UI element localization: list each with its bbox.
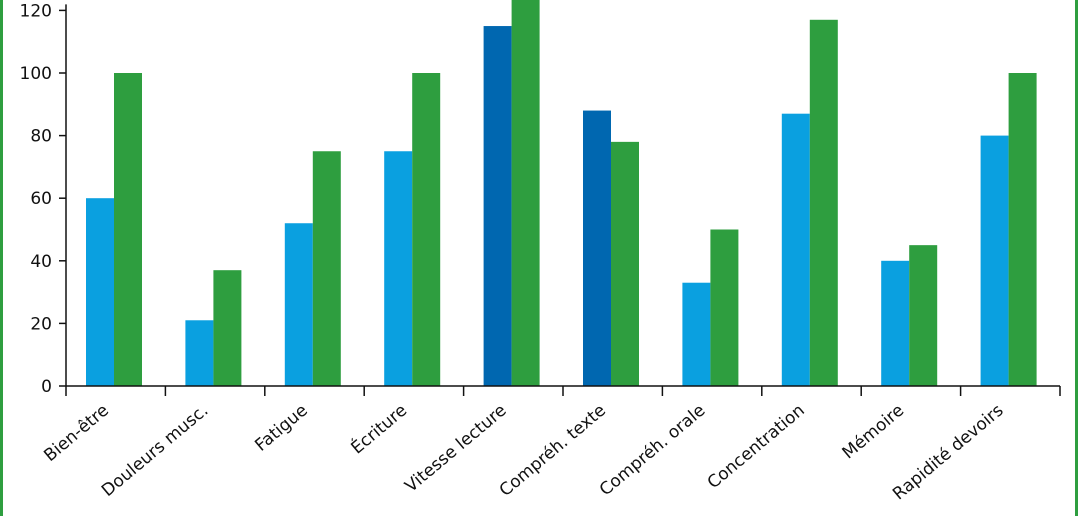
bar-series2-2 xyxy=(213,270,242,386)
y-tick-label: 20 xyxy=(30,314,52,334)
bar-series1-9 xyxy=(881,260,910,386)
y-tick-label: 100 xyxy=(20,64,52,84)
bar-series2-5 xyxy=(511,0,540,386)
bar-series1-6 xyxy=(583,110,611,386)
y-tick-label: 80 xyxy=(30,127,52,147)
axes-group xyxy=(59,4,1061,396)
bar-series2-7 xyxy=(710,229,739,386)
bar-series2-6 xyxy=(611,141,639,386)
x-category-label: Compréh. texte xyxy=(496,401,610,501)
x-category-label: Vitesse lecture xyxy=(401,401,510,497)
bar-series2-10 xyxy=(1008,73,1037,386)
y-tick-labels: 0 20 40 60 80 100 120 xyxy=(20,1,52,397)
y-tick-label: 0 xyxy=(41,377,52,397)
y-tick-label: 40 xyxy=(30,252,52,272)
bar-series2-8 xyxy=(809,19,838,386)
y-tick-label: 60 xyxy=(30,189,52,209)
bar-series2-1 xyxy=(114,73,142,386)
bar-series1-7 xyxy=(682,282,711,386)
bar-series1-2 xyxy=(185,320,214,386)
bar-series1-8 xyxy=(781,113,810,386)
bars-group xyxy=(86,0,1037,387)
bar-series2-3 xyxy=(312,151,341,386)
bar-series1-3 xyxy=(284,223,313,386)
bar-series1-10 xyxy=(980,135,1009,386)
x-category-label: Douleurs musc. xyxy=(98,401,212,501)
bar-series2-4 xyxy=(412,73,441,386)
x-category-label: Mémoire xyxy=(839,401,908,464)
x-category-label: Bien-être xyxy=(40,401,113,466)
x-category-label: Compréh. orale xyxy=(596,401,709,501)
bar-series1-1 xyxy=(86,198,114,386)
x-category-label: Concentration xyxy=(704,401,809,494)
y-tick-label: 120 xyxy=(20,1,52,21)
bar-series2-9 xyxy=(909,245,938,386)
bar-series1-4 xyxy=(384,151,413,386)
x-category-label: Écriture xyxy=(346,399,411,458)
x-category-label: Fatigue xyxy=(251,401,311,456)
bar-series1-5 xyxy=(483,26,512,387)
